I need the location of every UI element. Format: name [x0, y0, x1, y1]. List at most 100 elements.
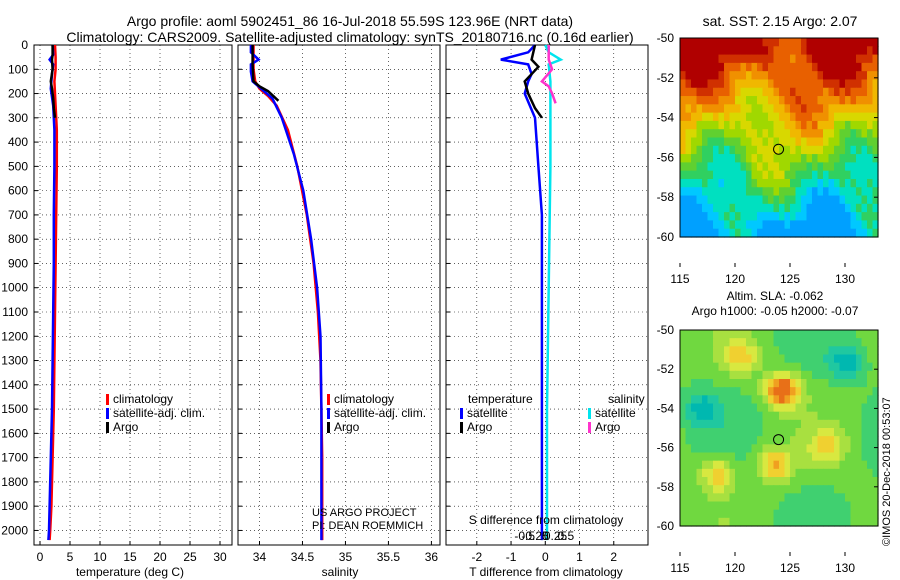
sla-cell: [812, 460, 819, 470]
sla-cell: [779, 379, 786, 388]
sst-cell: [823, 62, 830, 72]
sst-cell: [839, 71, 846, 81]
sla-cell: [735, 362, 742, 372]
sst-cell: [856, 162, 863, 172]
sla-cell: [790, 468, 797, 478]
sst-cell: [839, 129, 846, 139]
sst-cell: [856, 137, 863, 147]
sst-cell: [724, 187, 731, 197]
sst-cell: [707, 71, 714, 81]
sst-cell: [828, 112, 835, 122]
sla-cell: [751, 477, 758, 486]
sst-cell: [867, 120, 874, 130]
sst-cell: [779, 187, 786, 197]
sla-cell: [872, 338, 879, 347]
sst-cell: [850, 112, 857, 122]
sla-cell: [773, 501, 780, 511]
sst-cell: [795, 220, 802, 230]
sla-cell: [685, 354, 692, 364]
sst-cell: [691, 96, 698, 105]
sla-cell: [729, 346, 736, 356]
sst-cell: [685, 46, 692, 56]
sst-cell: [795, 187, 802, 197]
sst-cell: [707, 87, 714, 97]
sst-cell: [729, 71, 736, 81]
sst-cell: [691, 154, 698, 163]
temp-xtick-label: 15: [123, 550, 137, 564]
sst-cell: [762, 104, 769, 114]
sla-cell: [729, 444, 736, 454]
sst-cell: [773, 62, 780, 72]
sst-cell: [795, 195, 802, 205]
sla-cell: [861, 379, 868, 388]
sla-cell: [834, 509, 841, 519]
sla-cell: [768, 485, 775, 494]
sst-cell: [828, 220, 835, 230]
sla-cell: [795, 509, 802, 519]
sla-cell: [850, 419, 857, 429]
sla-cell: [724, 379, 731, 388]
sst-cell: [828, 79, 835, 89]
sst-cell: [735, 96, 742, 105]
temp-xtick-label: 5: [67, 550, 74, 564]
sla-cell: [839, 411, 846, 421]
sst-cell: [872, 178, 879, 188]
sst-cell: [867, 145, 874, 155]
sla-cell: [795, 436, 802, 445]
sla-cell: [680, 517, 687, 527]
sst-cell: [801, 79, 808, 89]
sla-cell: [856, 509, 863, 519]
sla-cell: [746, 436, 753, 445]
sst-cell: [713, 104, 720, 114]
sst-cell: [729, 228, 736, 238]
sla-cell: [790, 346, 797, 356]
sst-cell: [867, 46, 874, 56]
sla-cell: [779, 338, 786, 347]
sla-cell: [795, 354, 802, 364]
sla-cell: [696, 477, 703, 486]
sla-cell: [839, 460, 846, 470]
sla-cell: [795, 403, 802, 413]
sla-cell: [795, 419, 802, 429]
sst-cell: [834, 87, 841, 97]
sst-cell: [828, 145, 835, 155]
sst-cell: [823, 38, 830, 47]
sst-cell: [872, 96, 879, 105]
sla-cell: [784, 411, 791, 421]
sst-cell: [784, 162, 791, 172]
sla-cell: [812, 517, 819, 527]
sst-cell: [850, 137, 857, 147]
sla-cell: [707, 403, 714, 413]
sst-cell: [713, 154, 720, 163]
sla-cell: [757, 411, 764, 421]
sst-cell: [762, 38, 769, 47]
sla-cell: [696, 354, 703, 364]
sst-cell: [768, 212, 775, 222]
sla-cell: [801, 436, 808, 445]
depth-tick-label: 1700: [1, 451, 28, 465]
sst-cell: [828, 212, 835, 222]
sst-cell: [828, 46, 835, 56]
sla-cell: [713, 460, 720, 470]
sst-cell: [856, 112, 863, 122]
sla-cell: [768, 517, 775, 527]
depth-tick-label: 200: [8, 87, 28, 101]
sst-cell: [762, 162, 769, 172]
sla-cell: [691, 428, 698, 437]
sla-cell: [784, 444, 791, 454]
sla-cell: [817, 485, 824, 494]
sla-cell: [856, 395, 863, 405]
sst-cell: [768, 203, 775, 213]
sst-cell: [724, 71, 731, 81]
sla-cell: [691, 477, 698, 486]
sla-cell: [740, 338, 747, 347]
sst-cell: [685, 129, 692, 139]
sst-cell: [834, 145, 841, 155]
sla-cell: [680, 338, 687, 347]
sla-cell: [823, 436, 830, 445]
sst-cell: [790, 104, 797, 114]
sst-cell: [828, 104, 835, 114]
sst-cell: [834, 129, 841, 139]
